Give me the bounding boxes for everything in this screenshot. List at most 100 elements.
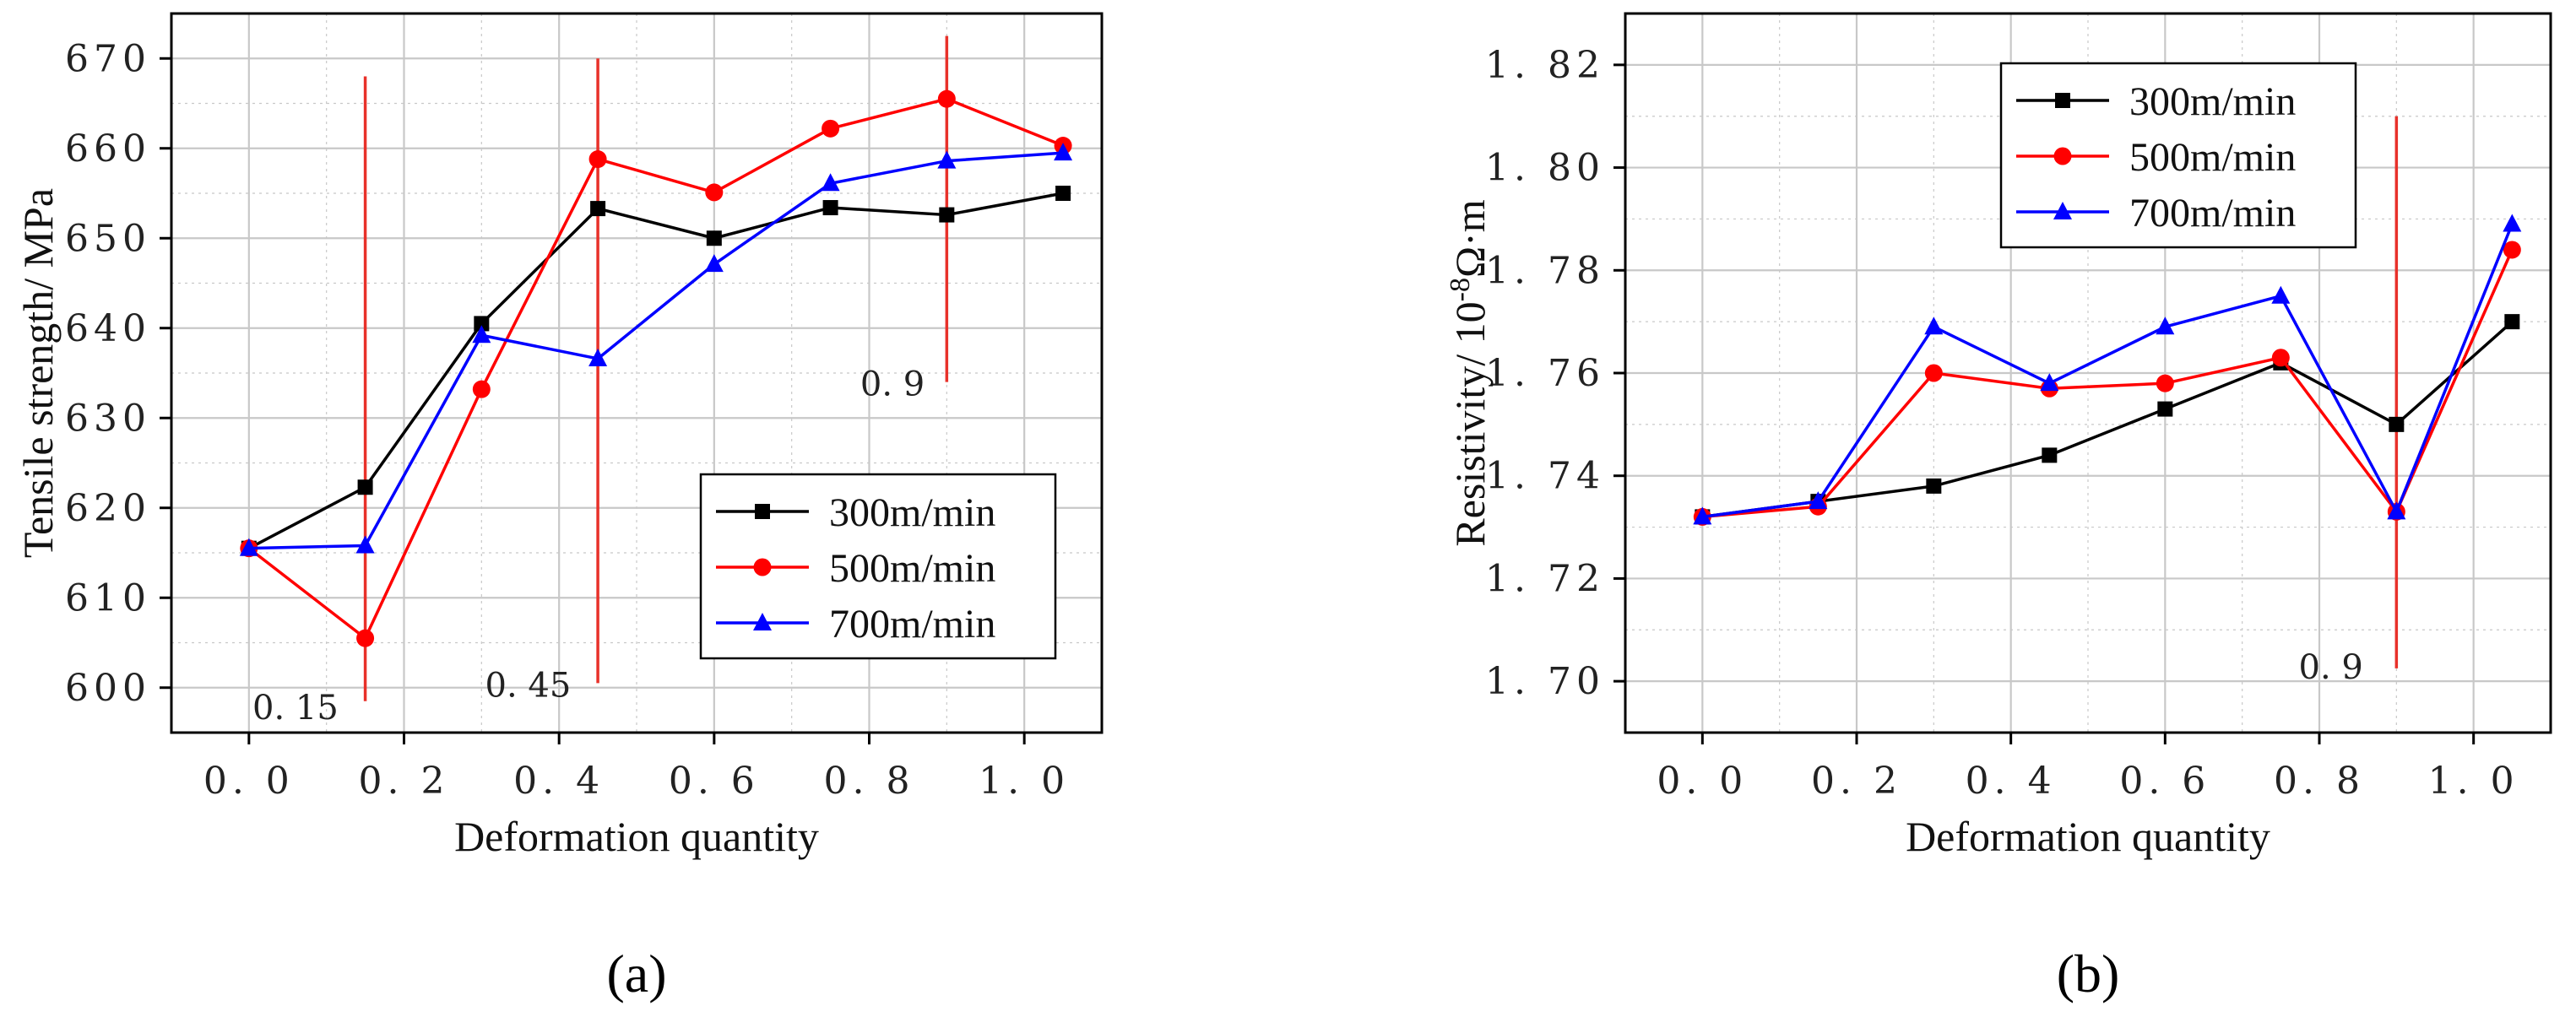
data-point: [1054, 143, 1073, 161]
data-point: [2503, 214, 2522, 232]
legend-label: 700m/min: [829, 602, 995, 647]
y-tick-label: 630: [65, 397, 151, 440]
x-tick-label: 1. 0: [2428, 760, 2519, 803]
data-point: [705, 183, 724, 202]
data-point: [1924, 364, 1943, 382]
legend-swatch-marker: [753, 558, 772, 576]
panel-label: (b): [2057, 944, 2120, 1004]
panel-label: (a): [606, 944, 666, 1004]
y-tick-label: 1. 76: [1485, 352, 1605, 395]
data-point: [2040, 373, 2059, 392]
y-tick-label: 1. 80: [1485, 147, 1605, 190]
x-tick-label: 0. 8: [824, 760, 915, 803]
x-tick-label: 0. 0: [203, 760, 295, 803]
data-point: [2271, 285, 2291, 304]
x-tick-label: 0. 2: [359, 760, 450, 803]
data-point: [474, 316, 490, 332]
data-point: [2504, 314, 2520, 330]
data-point: [239, 538, 258, 556]
legend-item: 300m/min: [716, 490, 995, 535]
series-line: [1702, 249, 2514, 519]
y-tick-label: 1. 72: [1485, 557, 1605, 600]
data-point: [2157, 401, 2173, 417]
legend-label: 300m/min: [829, 490, 995, 535]
data-point: [1055, 186, 1071, 201]
legend-swatch-marker: [2053, 147, 2072, 165]
y-axis-title-unit: Ω·m: [1446, 199, 1494, 278]
data-point: [2389, 416, 2405, 432]
legend-label: 300m/min: [2129, 79, 2296, 124]
y-axis-title: Resistivity/ 10-8Ω·m: [1445, 199, 1494, 546]
y-tick-label: 1. 78: [1485, 249, 1605, 292]
y-tick-label: 640: [65, 307, 151, 350]
data-point: [821, 173, 840, 192]
chart-panel-b: 0. 0 0. 2 0. 4 0. 6 0. 8 1. 0 1. 70 1. 72 1. 74 1…: [1445, 12, 2552, 1004]
data-point: [822, 119, 840, 138]
legend-item: 300m/min: [2016, 79, 2296, 124]
data-point: [588, 348, 608, 366]
legend-item: 700m/min: [2016, 191, 2296, 235]
data-point: [1693, 506, 1712, 525]
x-tick-label: 0. 2: [1811, 760, 1902, 803]
plot-frame: [170, 12, 1104, 734]
data-point: [356, 629, 375, 647]
series-700mmin: [1693, 214, 2522, 525]
data-point: [1809, 491, 1828, 510]
data-point: [937, 89, 956, 108]
x-tick-label: 0. 6: [669, 760, 760, 803]
x-tick-label: 0. 6: [2119, 760, 2210, 803]
x-tick-label: 0. 4: [1966, 760, 2057, 803]
legend-label: 500m/min: [2129, 135, 2296, 180]
x-tick-label: 0. 8: [2274, 760, 2365, 803]
y-tick-label: 670: [65, 37, 151, 80]
data-point: [472, 325, 491, 344]
x-tick-label: 1. 0: [979, 760, 1070, 803]
y-tick-label: 610: [65, 576, 151, 620]
series-line: [247, 97, 1064, 640]
y-tick-label: 1. 74: [1485, 455, 1605, 498]
legend: 300m/min 500m/min 700m/min: [699, 473, 1057, 660]
data-point: [937, 150, 957, 169]
series-700mmin: [239, 143, 1073, 556]
x-tick-label: 0. 4: [513, 760, 605, 803]
y-tick-label: 660: [65, 127, 151, 170]
reference-line-label: 0. 15: [252, 689, 339, 728]
y-tick-label: 1. 70: [1485, 660, 1605, 703]
data-point: [472, 380, 491, 398]
y-tick-label: 600: [65, 667, 151, 710]
reference-line-label: 0. 9: [860, 365, 925, 404]
data-point: [2503, 241, 2521, 259]
x-axis-title: Deformation quantity: [454, 813, 819, 860]
x-tick-label: 0. 0: [1657, 760, 1748, 803]
data-point: [588, 150, 607, 169]
series-line: [248, 192, 1064, 550]
data-point: [939, 207, 955, 223]
data-point: [590, 201, 606, 217]
reference-line-label: 0. 45: [485, 666, 572, 705]
data-point: [822, 200, 838, 216]
legend-swatch-marker: [2053, 202, 2072, 219]
chart-panel-a: 0. 0 0. 2 0. 4 0. 6 0. 8 1. 0 600 610 620 630 640 6…: [14, 12, 1104, 1004]
y-tick-label: 620: [65, 487, 151, 530]
data-point: [355, 535, 375, 554]
series-line: [248, 151, 1064, 550]
data-point: [2156, 374, 2174, 392]
data-point: [1924, 317, 1944, 335]
reference-line-label: 0. 9: [2299, 648, 2363, 687]
series-line: [1702, 320, 2514, 519]
legend-swatch-marker: [2055, 93, 2070, 108]
legend: 300m/min 500m/min 700m/min: [1999, 62, 2357, 249]
legend-swatch-marker: [753, 613, 772, 630]
data-point: [2387, 501, 2406, 520]
series-line: [1702, 223, 2514, 519]
x-axis-title: Deformation quantity: [1906, 813, 2270, 860]
data-point: [2156, 317, 2175, 335]
data-point: [2271, 349, 2290, 367]
legend-label: 700m/min: [2129, 191, 2296, 235]
data-point: [704, 254, 724, 273]
y-axis-title-exponent: -8: [1445, 278, 1476, 301]
y-tick-label: 650: [65, 217, 151, 260]
y-axis-title-main: Resistivity/ 10: [1446, 301, 1494, 546]
legend-item: 500m/min: [2016, 135, 2296, 180]
